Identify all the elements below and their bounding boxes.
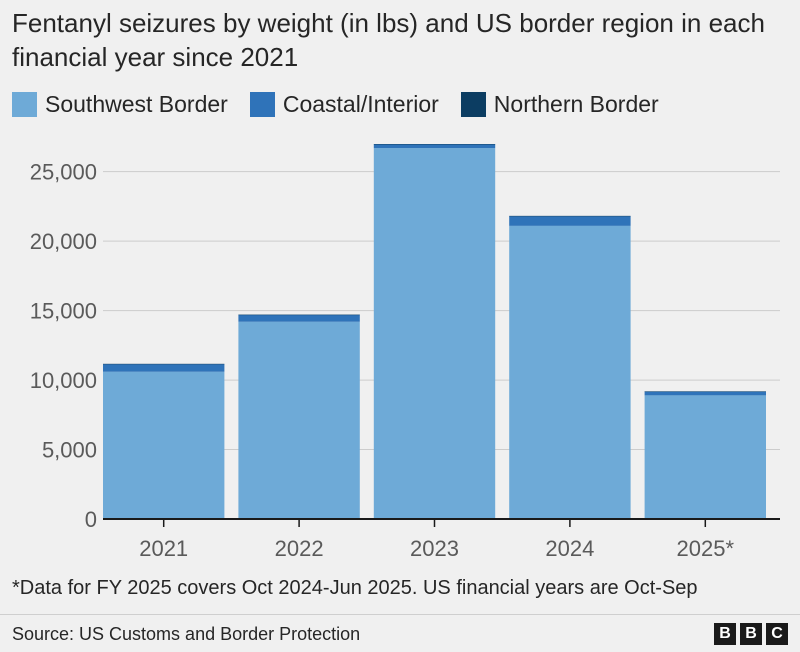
y-tick-label: 25,000 bbox=[30, 160, 97, 185]
bar-segment-southwest-border bbox=[373, 148, 496, 519]
bar-segment-coastal-interior bbox=[238, 314, 360, 322]
x-tick-label: 2021 bbox=[139, 536, 188, 561]
bbc-logo-block: B bbox=[740, 623, 762, 645]
footer-divider bbox=[0, 614, 800, 615]
x-tick-label: 2024 bbox=[545, 536, 594, 561]
bar-segment-southwest-border bbox=[103, 371, 225, 519]
chart-title: Fentanyl seizures by weight (in lbs) and… bbox=[12, 8, 765, 72]
source-credit: Source: US Customs and Border Protection bbox=[12, 624, 361, 644]
bar-segment-northern-border bbox=[509, 215, 631, 217]
bbc-logo-block: C bbox=[766, 623, 788, 645]
chart-legend: Southwest Border Coastal/Interior Northe… bbox=[12, 90, 681, 118]
bar-segment-northern-border bbox=[373, 144, 496, 145]
y-tick-label: 20,000 bbox=[30, 229, 97, 254]
legend-label-northern-border: Northern Border bbox=[493, 90, 659, 117]
bar-segment-coastal-interior bbox=[644, 391, 766, 396]
bar-segment-southwest-border bbox=[644, 395, 766, 519]
x-tick-label: 2023 bbox=[410, 536, 459, 561]
bar-segment-southwest-border bbox=[238, 321, 360, 519]
y-tick-label: 15,000 bbox=[30, 299, 97, 324]
legend-item-coastal-interior: Coastal/Interior bbox=[249, 90, 439, 118]
legend-item-northern-border: Northern Border bbox=[460, 90, 659, 118]
legend-label-coastal-interior: Coastal/Interior bbox=[282, 90, 439, 117]
bar-segment-coastal-interior bbox=[103, 364, 225, 372]
bar-segment-northern-border bbox=[103, 363, 225, 365]
legend-label-southwest-border: Southwest Border bbox=[45, 90, 228, 117]
bar-segment-coastal-interior bbox=[509, 216, 631, 226]
legend-swatch-northern-border bbox=[460, 91, 486, 117]
bbc-logo: B B C bbox=[710, 623, 788, 645]
y-tick-label: 0 bbox=[85, 507, 97, 532]
bar-segment-coastal-interior bbox=[373, 144, 496, 149]
y-tick-label: 5,000 bbox=[42, 438, 97, 463]
legend-swatch-coastal-interior bbox=[249, 91, 275, 117]
x-tick-label: 2022 bbox=[275, 536, 324, 561]
x-tick-label: 2025* bbox=[677, 536, 735, 561]
bbc-logo-block: B bbox=[714, 623, 736, 645]
legend-item-southwest-border: Southwest Border bbox=[12, 91, 228, 118]
bar-segment-northern-border bbox=[238, 314, 360, 316]
y-tick-label: 10,000 bbox=[30, 368, 97, 393]
footnote: *Data for FY 2025 covers Oct 2024-Jun 20… bbox=[12, 577, 698, 599]
bar-segment-southwest-border bbox=[509, 225, 631, 519]
bar-chart: 0 5,000 10,000 15,000 20,000 25,000 2021 2022 20… bbox=[30, 144, 780, 561]
bar-segment-northern-border bbox=[644, 391, 766, 392]
legend-swatch-southwest-border bbox=[12, 91, 37, 117]
